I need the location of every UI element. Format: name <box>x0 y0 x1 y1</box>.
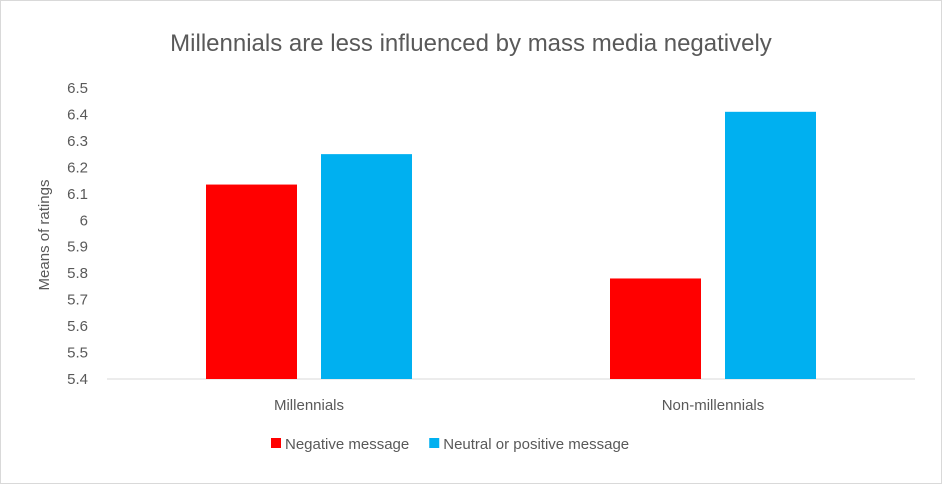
y-tick-label: 6.4 <box>67 106 88 123</box>
legend-swatch <box>429 438 440 448</box>
y-tick-label: 5.9 <box>67 239 88 256</box>
y-tick-label: 6 <box>80 212 88 229</box>
y-tick-label: 6.5 <box>67 80 88 97</box>
chart-title: Millennials are less influenced by mass … <box>170 30 772 57</box>
y-tick-label: 5.8 <box>67 265 88 282</box>
bar <box>321 154 412 379</box>
y-tick-label: 5.6 <box>67 318 88 335</box>
y-axis-title: Means of ratings <box>36 180 53 291</box>
bar <box>206 184 297 379</box>
bar <box>610 278 701 379</box>
x-tick-label: Millennials <box>274 397 344 414</box>
y-tick-label: 5.4 <box>67 371 88 388</box>
y-tick-label: 6.2 <box>67 159 88 176</box>
y-tick-label: 5.7 <box>67 292 88 309</box>
legend-label: Neutral or positive message <box>443 436 629 453</box>
plot-area: 5.4 5.5 5.6 5.7 5.8 5.9 6 6.1 6.2 6.3 6.4 6.5 Millen… <box>67 80 915 414</box>
y-tick-label: 6.3 <box>67 133 88 150</box>
x-tick-label: Non-millennials <box>662 397 765 414</box>
bar <box>725 111 816 380</box>
legend-swatch <box>271 438 281 448</box>
y-tick-label: 5.5 <box>67 345 88 362</box>
legend-label: Negative message <box>285 436 409 453</box>
legend: Negative message Neutral or positive mess… <box>271 436 629 453</box>
y-tick-label: 6.1 <box>67 186 88 203</box>
